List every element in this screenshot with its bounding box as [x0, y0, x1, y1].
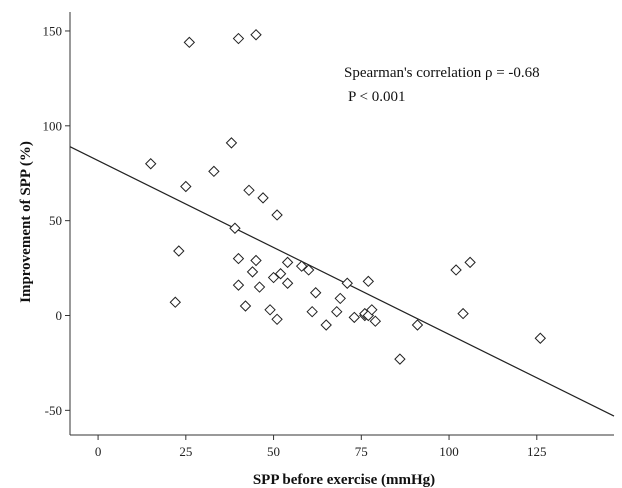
data-point [320, 319, 332, 331]
y-tick-label: 150 [43, 23, 63, 38]
data-point [232, 279, 245, 291]
data-point [281, 256, 294, 269]
y-axis-title: Improvement of SPP (%) [18, 141, 34, 303]
x-axis-title: SPP before exercise (mmHg) [253, 472, 435, 488]
data-point [334, 292, 346, 305]
data-point [457, 307, 469, 320]
data-point [173, 245, 185, 257]
data-points [145, 29, 547, 365]
data-point [169, 296, 181, 308]
data-point [411, 319, 424, 331]
data-point [180, 180, 192, 193]
y-tick-label: 100 [43, 118, 63, 133]
data-point [271, 209, 283, 221]
data-point [264, 304, 276, 316]
y-tick-label: -50 [45, 403, 62, 418]
y-axis-ticks: -50 0 50 100 150 [43, 23, 70, 418]
regression-line [69, 146, 615, 417]
data-point [450, 264, 462, 276]
data-point [232, 32, 245, 45]
data-point [362, 275, 375, 288]
x-tick-label: 75 [355, 444, 368, 459]
data-point [366, 304, 378, 316]
data-point [257, 192, 269, 204]
x-tick-label: 0 [95, 444, 102, 459]
data-point [309, 287, 322, 299]
data-point [229, 222, 241, 234]
data-point [239, 300, 252, 312]
correlation-annotation: Spearman's correlation ρ = -0.68 [344, 65, 540, 81]
data-point [250, 254, 262, 267]
data-point [302, 264, 315, 276]
data-point [348, 311, 360, 324]
data-point [253, 281, 266, 293]
data-point [243, 184, 255, 197]
data-point [341, 277, 353, 289]
x-tick-label: 50 [267, 444, 280, 459]
data-point [145, 158, 157, 170]
x-tick-label: 125 [527, 444, 547, 459]
data-point [295, 260, 308, 272]
data-point [246, 266, 259, 278]
data-point [250, 29, 262, 41]
data-point [331, 305, 343, 318]
data-point [271, 313, 283, 325]
y-tick-label: 50 [49, 213, 62, 228]
data-point [274, 268, 287, 280]
data-point [225, 137, 238, 149]
p-value-annotation: P < 0.001 [348, 89, 406, 105]
data-point [183, 36, 196, 49]
x-tick-label: 25 [179, 444, 192, 459]
x-axis-ticks: 0 25 50 75 100 125 [95, 435, 547, 459]
data-point [394, 353, 406, 365]
y-tick-label: 0 [56, 308, 63, 323]
x-tick-label: 100 [439, 444, 459, 459]
data-point [281, 277, 294, 289]
data-point [369, 315, 382, 327]
data-point [464, 256, 476, 269]
data-point [534, 332, 547, 344]
data-point [208, 165, 220, 178]
data-point [306, 305, 318, 318]
data-point [232, 252, 245, 265]
data-point [267, 271, 280, 284]
